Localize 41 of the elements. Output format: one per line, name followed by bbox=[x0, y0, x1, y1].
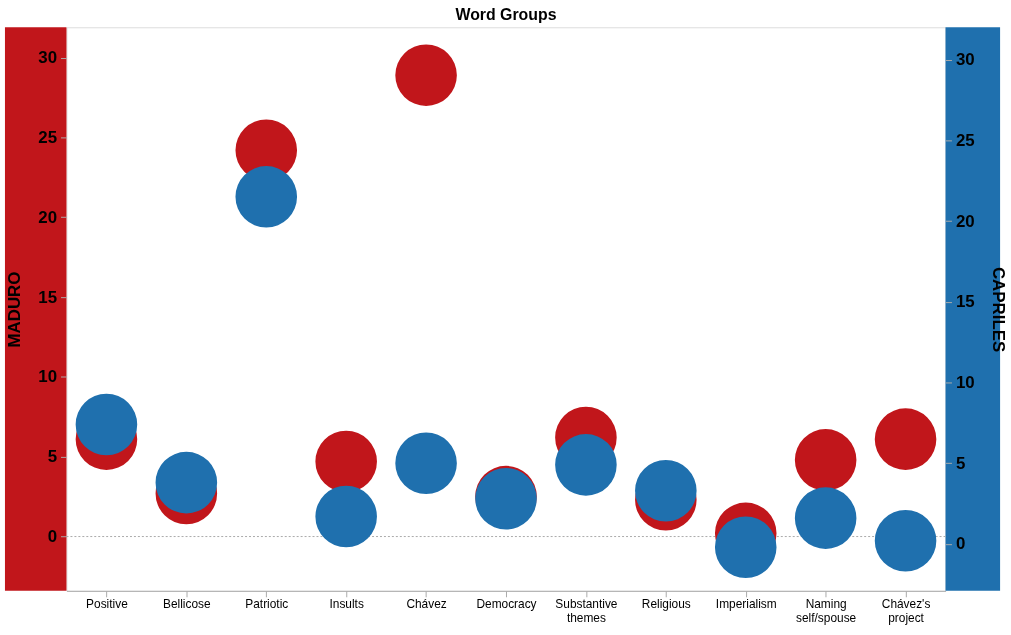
y-tick-label: 10 bbox=[38, 367, 58, 387]
y-tick-label: 5 bbox=[47, 447, 58, 467]
x-tick-label: Patriotic bbox=[245, 597, 289, 612]
y2-tick-label: 25 bbox=[955, 130, 975, 150]
x-tick-label: Substantive themes bbox=[555, 597, 618, 626]
x-tick-label: Imperialism bbox=[715, 597, 777, 612]
point bbox=[874, 408, 937, 470]
y-tick-label: 15 bbox=[38, 287, 58, 307]
y2-tick-label: 10 bbox=[955, 372, 975, 392]
y2-axis-title: CAPRILES bbox=[988, 266, 1008, 353]
y2-tick-label: 20 bbox=[955, 211, 975, 231]
y2-tick-label: 5 bbox=[955, 453, 966, 473]
point bbox=[794, 429, 857, 491]
x-tick-label: Bellicose bbox=[163, 597, 212, 612]
point bbox=[315, 485, 377, 548]
y-axis-title: MADURO bbox=[5, 271, 25, 348]
x-tick-label: Religious bbox=[641, 597, 691, 612]
y2-tick-label: 0 bbox=[955, 534, 966, 554]
point bbox=[75, 393, 138, 456]
x-tick-label: Chávez's project bbox=[881, 597, 931, 626]
point bbox=[395, 44, 457, 106]
y2-tick-label: 30 bbox=[955, 50, 975, 70]
x-tick-label: Insults bbox=[329, 597, 364, 612]
point bbox=[874, 510, 937, 572]
x-tick-label: Positive bbox=[86, 597, 129, 612]
point bbox=[635, 459, 697, 522]
y2-tick-label: 15 bbox=[955, 292, 975, 312]
x-tick-label: Naming self/spouse bbox=[796, 597, 857, 626]
point bbox=[555, 434, 617, 496]
x-tick-label: Democracy bbox=[476, 597, 537, 612]
y-tick-label: 0 bbox=[47, 527, 58, 546]
x-tick-label: Chávez bbox=[406, 597, 447, 612]
point bbox=[794, 487, 857, 549]
point bbox=[155, 451, 218, 514]
y-tick-label: 30 bbox=[38, 48, 58, 68]
chart-title: Word Groups bbox=[455, 6, 557, 24]
y-tick-label: 25 bbox=[38, 127, 58, 147]
point bbox=[395, 432, 457, 494]
y-tick-label: 20 bbox=[38, 207, 58, 227]
point bbox=[714, 516, 777, 578]
point bbox=[235, 166, 298, 228]
